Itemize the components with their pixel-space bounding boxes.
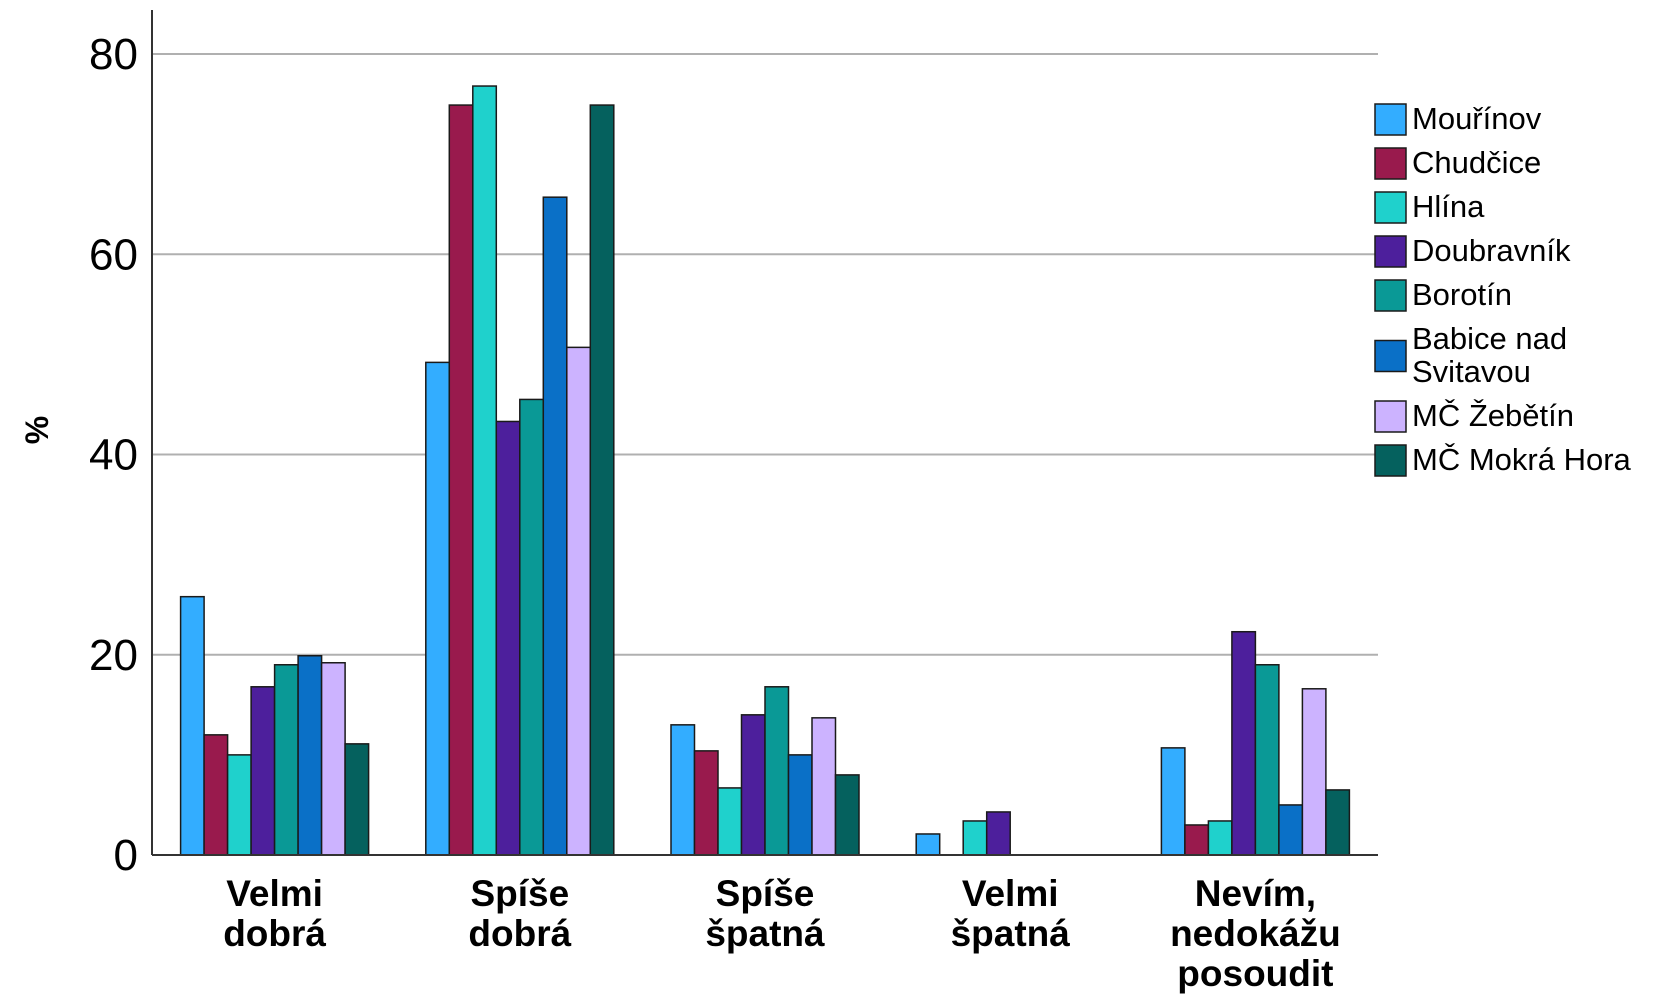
legend-swatch [1374,339,1407,373]
bar [717,787,743,856]
bar [1325,789,1351,856]
legend-swatch [1374,444,1407,477]
legend-swatch [1374,400,1407,433]
bar [787,754,813,856]
legend-label: Doubravník [1412,233,1571,268]
bar [203,734,229,856]
bar [1254,664,1280,856]
category-label: Spíše špatná [705,873,825,954]
y-tick-label: 60 [89,230,138,279]
bars [179,85,1351,856]
bar [1207,820,1233,856]
bar [250,686,276,856]
bar [834,774,860,856]
bar [226,754,252,856]
category-label: Velmi špatná [951,873,1071,954]
bar [273,664,299,856]
bar [693,750,719,856]
axes [151,10,1378,856]
gridlines [152,53,1378,656]
y-tick-labels: 0 20 40 60 80 [89,30,138,880]
legend-swatch [1374,191,1407,224]
y-tick-label: 80 [89,30,138,79]
bar [448,104,474,856]
legend-swatch [1374,235,1407,268]
bar [1278,804,1304,856]
category-label: Spíše dobrá [468,873,571,954]
y-tick-label: 0 [114,831,138,880]
bar [425,361,451,856]
category-labels: Velmi dobrá Spíše dobrá Spíše špatná Velmi špat… [223,873,1341,994]
bar [495,420,521,856]
bar [985,811,1011,856]
legend-label: Borotín [1412,277,1512,312]
bar [519,398,545,856]
bar [764,686,790,856]
bar [1160,747,1186,856]
bar [915,833,941,856]
bar [962,820,988,856]
bar [179,595,205,856]
legend-label: Babice nad Svitavou [1412,321,1567,389]
bar [566,346,592,856]
y-axis-title: % [19,416,55,444]
category-label: Nevím, nedokážu posoudit [1170,873,1341,994]
legend-swatch [1374,103,1407,136]
bar [344,743,370,856]
bar [472,85,498,856]
legend-label: Hlína [1412,189,1485,224]
legend-swatch [1374,147,1407,180]
legend-label: MČ Mokrá Hora [1412,442,1632,477]
bar [1231,630,1257,856]
category-label: Velmi dobrá [223,873,326,954]
bar [297,655,323,856]
y-tick-label: 20 [89,631,138,680]
bar [589,104,615,856]
legend-label: Chudčice [1412,145,1541,180]
bar [740,714,766,856]
legend-label: MČ Žebětín [1412,398,1574,433]
bar [542,196,568,856]
bar [670,724,696,856]
legend-swatch [1374,279,1407,312]
legend: Mouřínov Chudčice Hlína Doubravník Borotín Ba… [1374,101,1632,477]
bar [320,662,346,856]
y-tick-label: 40 [89,431,138,480]
bar [811,717,837,856]
bar [1301,688,1327,856]
legend-label: Mouřínov [1412,101,1542,136]
bar [1184,824,1210,856]
